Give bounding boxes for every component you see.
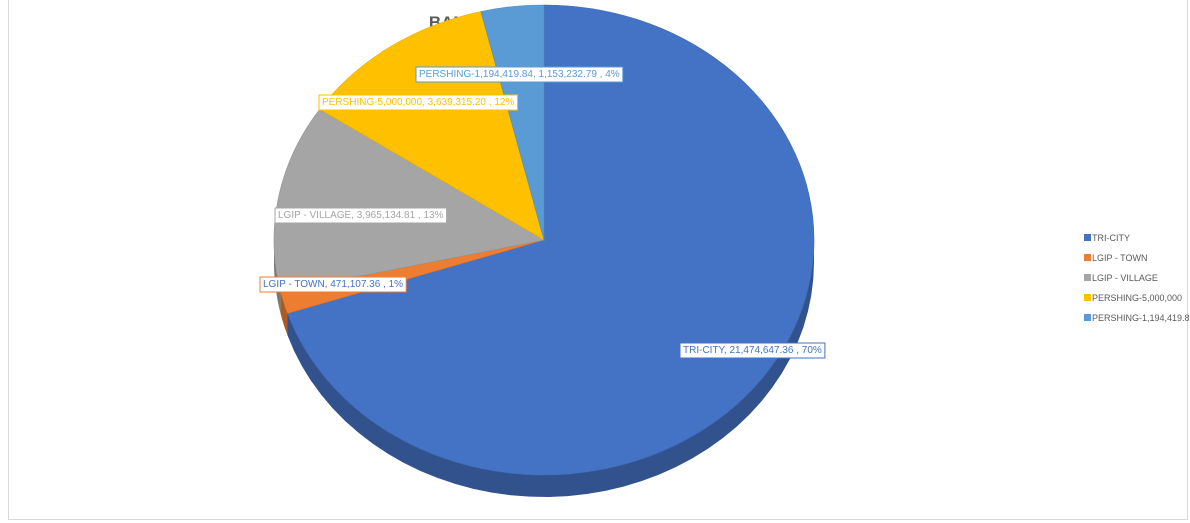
legend-label: TRI-CITY xyxy=(1092,233,1130,243)
data-label-text: TRI-CITY, 21,474,647.36 , 70% xyxy=(683,345,822,356)
data-label-pershing-1-194-419-84: PERSHING-1,194,419.84, 1,153,232.79 , 4% xyxy=(415,66,624,83)
legend-swatch xyxy=(1084,274,1091,281)
legend-swatch xyxy=(1084,254,1091,261)
legend-swatch xyxy=(1084,294,1091,301)
legend-item-lgip-village[interactable]: LGIP - VILLAGE xyxy=(1084,273,1158,283)
pie-chart: BANK BALANCES TRI-CITY, 21,474,647.36 , … xyxy=(259,4,1189,497)
legend-item-tri-city[interactable]: TRI-CITY xyxy=(1084,233,1130,243)
legend-label: LGIP - TOWN xyxy=(1092,253,1148,263)
data-label-box xyxy=(415,66,624,83)
data-label-lgip-village: LGIP - VILLAGE, 3,965,134.81 , 13% xyxy=(274,207,448,224)
pie-side-lgip-town xyxy=(280,291,288,336)
data-label-box xyxy=(318,94,518,111)
data-label-text: PERSHING-1,194,419.84, 1,153,232.79 , 4% xyxy=(419,69,620,80)
data-label-text: LGIP - VILLAGE, 3,965,134.81 , 13% xyxy=(278,210,444,221)
legend-item-lgip-town[interactable]: LGIP - TOWN xyxy=(1084,253,1148,263)
legend-swatch xyxy=(1084,314,1091,321)
legend-item-pershing-1-194-419-84[interactable]: PERSHING-1,194,419.84 xyxy=(1084,313,1189,323)
legend-item-pershing-5-000-000[interactable]: PERSHING-5,000,000 xyxy=(1084,293,1182,303)
legend-swatch xyxy=(1084,234,1091,241)
data-label-pershing-5-000-000: PERSHING-5,000,000, 3,639,315.20 , 12% xyxy=(318,94,518,111)
legend: TRI-CITY LGIP - TOWN LGIP - VILLAGE PERSHIN… xyxy=(1084,233,1189,323)
data-label-tri-city: TRI-CITY, 21,474,647.36 , 70% xyxy=(679,342,826,359)
data-label-box xyxy=(274,207,448,224)
chart-area: BANK BALANCES TRI-CITY, 21,474,647.36 , … xyxy=(8,0,1189,520)
legend-label: PERSHING-5,000,000 xyxy=(1092,293,1182,303)
legend-label: LGIP - VILLAGE xyxy=(1092,273,1158,283)
pie-slice-pershing-1-194-419-84[interactable] xyxy=(480,4,545,241)
data-label-lgip-town: LGIP - TOWN, 471,107.36 , 1% xyxy=(259,276,407,293)
data-label-text: LGIP - TOWN, 471,107.36 , 1% xyxy=(263,279,403,290)
data-label-box xyxy=(679,342,826,359)
data-label-box xyxy=(259,276,407,293)
pie-slice-lgip-village[interactable] xyxy=(273,108,545,292)
legend-label: PERSHING-1,194,419.84 xyxy=(1092,313,1189,323)
data-label-text: PERSHING-5,000,000, 3,639,315.20 , 12% xyxy=(322,97,514,108)
